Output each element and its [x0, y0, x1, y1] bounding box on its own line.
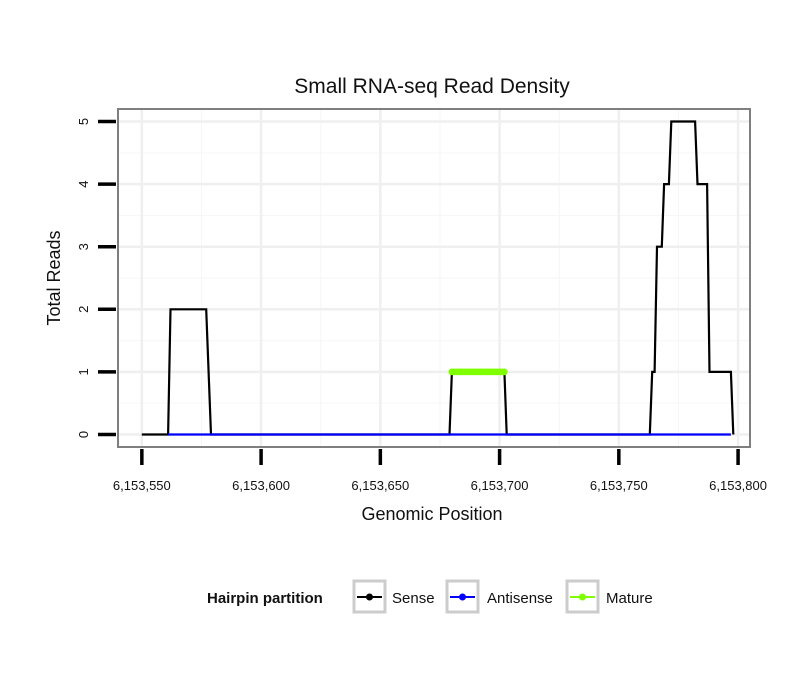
- legend-key-point-mature: [579, 593, 586, 601]
- x-tick-label: 6,153,550: [113, 478, 171, 493]
- y-axis-title: Total Reads: [44, 230, 64, 325]
- y-tick-label: 1: [76, 368, 91, 375]
- legend-key-point-antisense: [459, 593, 466, 601]
- legend-label-mature: Mature: [606, 590, 653, 607]
- legend-label-antisense: Antisense: [487, 590, 553, 607]
- x-tick-label: 6,153,600: [232, 478, 290, 493]
- legend-key-point-sense: [366, 593, 373, 601]
- x-tick-label: 6,153,650: [351, 478, 409, 493]
- panel-border: [117, 108, 751, 448]
- legend: Hairpin partition Sense Antisense Mature: [207, 579, 653, 614]
- x-tick-label: 6,153,800: [709, 478, 767, 493]
- chart-title: Small RNA-seq Read Density: [294, 75, 570, 98]
- x-tick-label: 6,153,750: [590, 478, 648, 493]
- y-tick-label: 5: [76, 118, 91, 125]
- legend-title: Hairpin partition: [207, 590, 323, 607]
- x-axis-title: Genomic Position: [361, 504, 502, 524]
- y-tick-label: 0: [76, 431, 91, 438]
- y-tick-label: 4: [76, 180, 91, 187]
- plot-area: [117, 108, 751, 448]
- series-point-mature: [500, 368, 508, 376]
- y-tick-label: 2: [76, 306, 91, 313]
- y-tick-label: 3: [76, 243, 91, 250]
- x-tick-label: 6,153,700: [471, 478, 529, 493]
- legend-label-sense: Sense: [392, 590, 435, 607]
